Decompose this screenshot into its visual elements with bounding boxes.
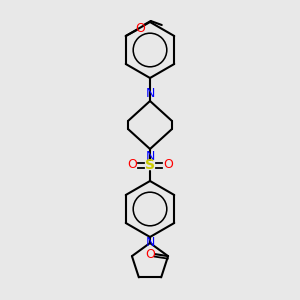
Text: O: O: [135, 22, 145, 34]
Text: O: O: [145, 248, 155, 261]
Text: N: N: [145, 87, 155, 100]
Text: O: O: [127, 158, 137, 172]
Text: O: O: [163, 158, 173, 172]
Text: N: N: [145, 236, 155, 250]
Text: S: S: [145, 158, 155, 172]
Text: N: N: [145, 150, 155, 163]
